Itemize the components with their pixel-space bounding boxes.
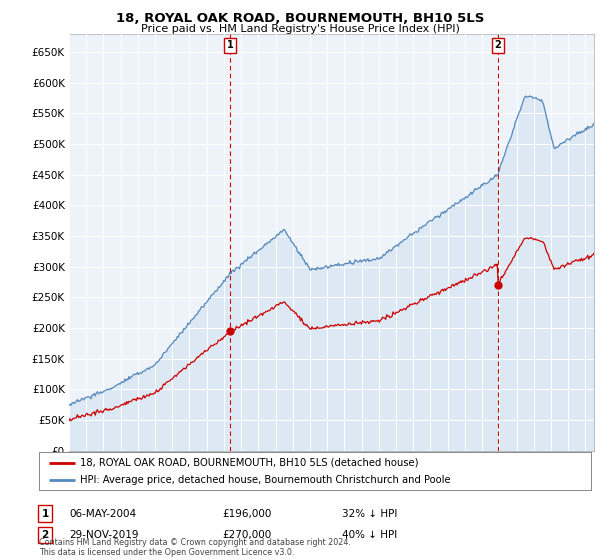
Text: 32% ↓ HPI: 32% ↓ HPI [342, 508, 397, 519]
Text: 1: 1 [227, 40, 233, 50]
Text: 40% ↓ HPI: 40% ↓ HPI [342, 530, 397, 540]
Text: 2: 2 [41, 530, 49, 540]
Text: 18, ROYAL OAK ROAD, BOURNEMOUTH, BH10 5LS: 18, ROYAL OAK ROAD, BOURNEMOUTH, BH10 5L… [116, 12, 484, 25]
Text: £196,000: £196,000 [222, 508, 271, 519]
Text: Price paid vs. HM Land Registry's House Price Index (HPI): Price paid vs. HM Land Registry's House … [140, 24, 460, 34]
Text: £270,000: £270,000 [222, 530, 271, 540]
Text: 18, ROYAL OAK ROAD, BOURNEMOUTH, BH10 5LS (detached house): 18, ROYAL OAK ROAD, BOURNEMOUTH, BH10 5L… [80, 458, 419, 468]
Text: Contains HM Land Registry data © Crown copyright and database right 2024.
This d: Contains HM Land Registry data © Crown c… [39, 538, 351, 557]
Text: 29-NOV-2019: 29-NOV-2019 [69, 530, 139, 540]
Text: 1: 1 [41, 508, 49, 519]
Text: 2: 2 [494, 40, 502, 50]
Text: HPI: Average price, detached house, Bournemouth Christchurch and Poole: HPI: Average price, detached house, Bour… [80, 475, 451, 485]
Text: 06-MAY-2004: 06-MAY-2004 [69, 508, 136, 519]
